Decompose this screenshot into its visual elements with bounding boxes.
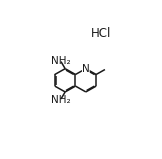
Text: N: N (82, 64, 90, 74)
Text: HCl: HCl (91, 27, 111, 40)
Text: NH₂: NH₂ (51, 56, 70, 66)
Text: NH₂: NH₂ (51, 95, 70, 105)
